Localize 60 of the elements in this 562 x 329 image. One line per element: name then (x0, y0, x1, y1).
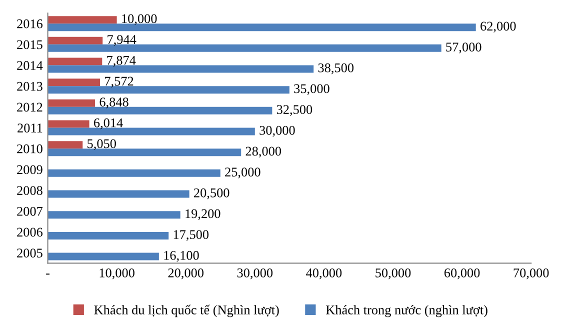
data-label: 16,100 (164, 250, 199, 262)
bar (48, 24, 476, 32)
data-label: 5,050 (88, 139, 116, 150)
y-tick-label: 2012 (17, 102, 42, 112)
data-label: 20,500 (194, 188, 230, 200)
data-label: 7,874 (107, 56, 136, 67)
bar (48, 58, 102, 66)
bar (48, 128, 255, 136)
data-label: 30,000 (260, 126, 295, 137)
x-tick-label: 70,000 (514, 268, 549, 280)
data-label: 28,000 (246, 146, 282, 158)
y-tick-label: 2013 (17, 82, 42, 91)
bar (48, 106, 272, 114)
bar (48, 44, 442, 52)
bar (48, 99, 96, 107)
y-tick-label: 2011 (18, 124, 42, 132)
x-tick-label: 20,000 (168, 268, 204, 280)
data-label: 57,000 (446, 42, 482, 54)
y-tick-label: 2015 (17, 40, 42, 50)
bar (48, 120, 90, 128)
bar (48, 169, 220, 177)
data-label: 62,000 (480, 22, 516, 33)
data-label: 6,014 (94, 118, 123, 130)
x-tick-label: 60,000 (444, 268, 480, 280)
data-label: 35,000 (294, 84, 330, 96)
legend-label: Khách du lịch quốc tế (Nghìn lượt) (94, 304, 279, 318)
data-label: 32,500 (276, 105, 312, 116)
y-tick-label: 2010 (17, 144, 42, 154)
y-tick-label: 2005 (17, 248, 42, 258)
bar (48, 252, 159, 260)
bar (48, 86, 290, 94)
y-tick-label: 2014 (17, 61, 43, 70)
legend-label: Khách trong nước (nghìn lượt) (326, 305, 488, 318)
data-label: 17,500 (174, 230, 209, 241)
bar (48, 148, 242, 156)
bar (48, 78, 100, 86)
data-label: 25,000 (225, 168, 260, 178)
x-tick-label: 30,000 (237, 268, 273, 280)
bar (48, 141, 83, 149)
y-tick-label: 2008 (17, 186, 42, 195)
data-label: 7,572 (105, 76, 134, 88)
data-label: 7,944 (108, 35, 136, 46)
data-label: 38,500 (318, 63, 354, 74)
x-tick-label: 50,000 (376, 268, 411, 280)
y-tick-label: 2016 (17, 19, 43, 28)
bar (48, 65, 314, 73)
y-tick-label: 2009 (17, 165, 42, 174)
data-label: 6,848 (100, 98, 128, 108)
bar (48, 36, 103, 44)
x-tick-label: 40,000 (306, 268, 342, 280)
x-tick-label: - (46, 274, 50, 275)
bar (48, 211, 180, 219)
bar (48, 232, 169, 240)
bar (48, 16, 117, 24)
data-label: 19,200 (186, 209, 220, 220)
data-label: 10,000 (122, 14, 157, 26)
y-tick-label: 2006 (17, 228, 43, 237)
y-tick-label: 2007 (17, 206, 43, 216)
bar (48, 190, 190, 198)
x-tick-label: 10,000 (100, 268, 134, 280)
